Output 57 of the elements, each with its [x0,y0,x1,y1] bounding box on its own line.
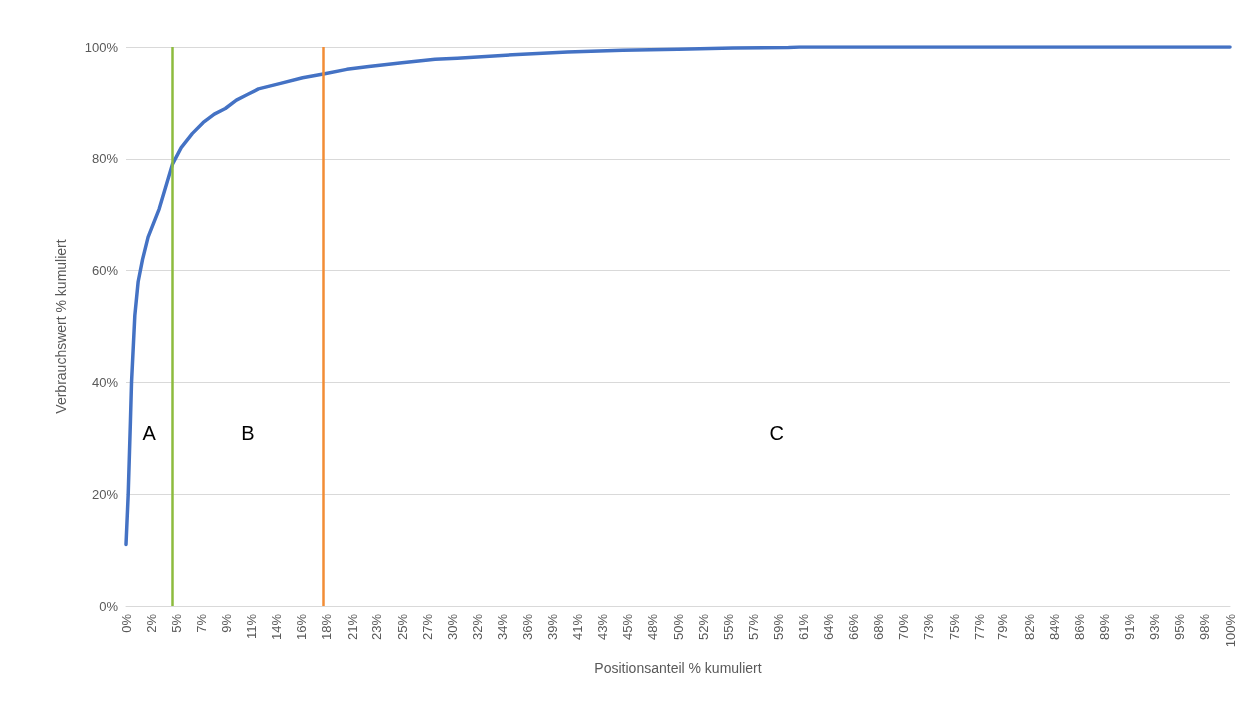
x-tick-label: 0% [118,613,134,633]
y-tick-label: 80% [91,151,119,167]
x-tick-label: 75% [946,613,962,641]
x-tick-label: 32% [469,613,485,641]
x-axis-title: Positionsanteil % kumuliert [594,660,762,676]
annotation: B [241,421,255,444]
x-tick-label: 100% [1222,613,1238,648]
x-tick-label: 68% [871,613,887,641]
x-tick-label: 64% [821,613,837,641]
x-tick-label: 9% [218,613,234,633]
x-tick-label: 66% [846,613,862,641]
x-tick-label: 52% [695,613,711,641]
x-tick-label: 84% [1046,613,1062,641]
x-tick-label: 36% [519,613,535,641]
x-tick-label: 5% [168,613,184,633]
x-tick-label: 30% [444,613,460,641]
annotation: A [142,421,157,444]
x-tick-label: 98% [1197,613,1213,641]
x-tick-label: 45% [620,613,636,641]
x-tick-label: 79% [995,613,1011,641]
y-axis-title: Verbrauchswert % kumuliert [53,239,69,414]
x-tick-label: 77% [971,613,987,641]
x-tick-label: 34% [494,613,510,641]
y-tick-label: 60% [91,263,119,279]
annotation: C [769,421,785,444]
y-tick-label: 100% [84,39,119,55]
x-tick-label: 89% [1097,613,1113,641]
x-tick-label: 21% [344,613,360,641]
x-tick-label: 7% [193,613,209,633]
x-tick-label: 93% [1147,613,1163,641]
x-tick-label: 55% [720,613,736,641]
x-tick-label: 70% [896,613,912,641]
x-tick-label: 18% [319,613,335,641]
x-tick-label: 11% [243,613,259,640]
x-tick-label: 50% [670,613,686,641]
line-series [124,45,1232,547]
x-tick-label: 95% [1172,613,1188,641]
x-tick-label: 39% [545,613,561,641]
x-tick-label: 25% [394,613,410,641]
y-tick-label: 40% [91,374,119,390]
x-tick-label: 82% [1021,613,1037,641]
x-tick-label: 57% [745,613,761,641]
x-tick-label: 16% [294,613,310,641]
y-tick-label: 0% [99,598,119,614]
x-tick-label: 23% [369,613,385,641]
x-tick-label: 59% [770,613,786,641]
x-tick-label: 41% [570,613,586,641]
x-tick-label: 2% [143,613,159,633]
x-tick-label: 14% [269,613,285,641]
x-tick-label: 91% [1122,613,1138,641]
y-tick-label: 20% [91,486,119,502]
x-tick-label: 61% [795,613,811,641]
x-tick-label: 73% [921,613,937,641]
x-tick-label: 43% [595,613,611,641]
x-tick-label: 27% [419,613,435,641]
x-tick-label: 48% [645,613,661,641]
x-tick-label: 86% [1071,613,1087,641]
